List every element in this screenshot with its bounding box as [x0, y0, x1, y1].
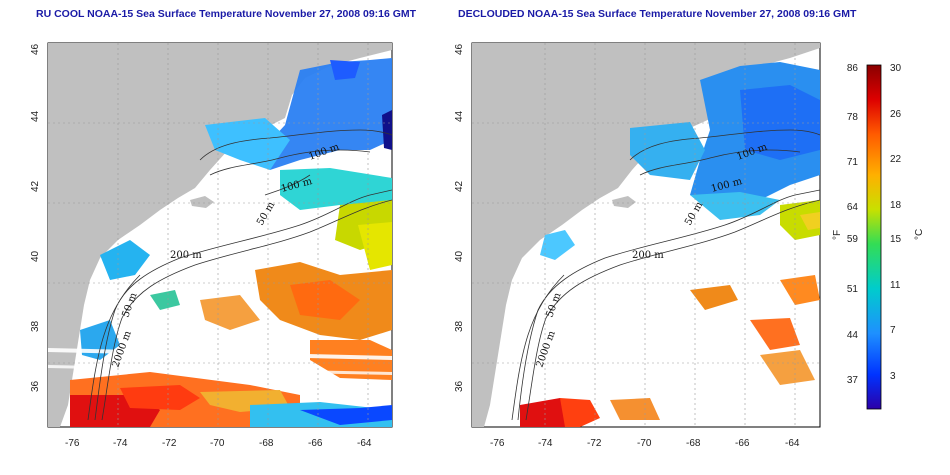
colorbar-fahrenheit-labels: 86 78 71 64 59 51 44 37 — [847, 63, 859, 386]
lon-tick: -68 — [259, 438, 274, 449]
c-label: 26 — [890, 109, 902, 120]
lon-tick: -64 — [785, 438, 800, 449]
lat-tick: 40 — [30, 250, 41, 262]
lon-tick: -64 — [357, 438, 372, 449]
c-label: 11 — [890, 280, 901, 291]
right-map-title: DECLOUDED NOAA-15 Sea Surface Temperatur… — [458, 8, 857, 20]
f-label: 71 — [847, 157, 859, 168]
bathymetry-contours — [511, 129, 820, 421]
lon-tick: -66 — [735, 438, 750, 449]
c-label: 3 — [890, 371, 896, 382]
contour-label-200m-left: 200 m — [170, 250, 202, 261]
lat-tick: 36 — [30, 380, 41, 392]
f-label: 86 — [847, 63, 859, 74]
left-map: 200 m 50 m 100 m 100 m 50 m 2000 m 36 38… — [30, 42, 393, 449]
fahrenheit-unit-label: °F — [832, 230, 843, 240]
right-map: 200 m 50 m 100 m 100 m 50 m 2000 m 36 38… — [454, 42, 821, 449]
bathymetry-contours — [87, 129, 392, 421]
lon-tick: -74 — [538, 438, 553, 449]
temperature-colorbar: 86 78 71 64 59 51 44 37 30 26 22 18 15 1… — [832, 63, 925, 410]
lon-tick: -72 — [162, 438, 177, 449]
contour-label-200m-right: 200 m — [632, 250, 664, 261]
lat-tick: 46 — [454, 43, 465, 55]
right-lat-axis: 36 38 40 42 44 46 — [454, 43, 465, 392]
land-mass — [48, 43, 392, 427]
f-label: 78 — [847, 112, 859, 123]
f-label: 37 — [847, 375, 859, 386]
right-lon-axis: -76 -74 -72 -70 -68 -66 -64 — [490, 438, 800, 449]
lon-tick: -76 — [65, 438, 80, 449]
lon-tick: -76 — [490, 438, 505, 449]
colorbar-gradient — [866, 64, 882, 410]
c-label: 22 — [890, 154, 902, 165]
f-label: 51 — [847, 284, 859, 295]
lat-tick: 38 — [30, 320, 41, 332]
left-lat-axis: 36 38 40 42 44 46 — [30, 43, 41, 392]
lat-tick: 42 — [30, 180, 41, 192]
c-label: 30 — [890, 63, 902, 74]
lat-tick: 38 — [454, 320, 465, 332]
f-label: 44 — [847, 330, 859, 341]
left-map-title: RU COOL NOAA-15 Sea Surface Temperature … — [36, 8, 417, 20]
lon-tick: -70 — [637, 438, 652, 449]
f-label: 59 — [847, 234, 859, 245]
lat-tick: 44 — [454, 110, 465, 122]
land-mass — [472, 43, 820, 427]
lon-tick: -70 — [210, 438, 225, 449]
f-label: 64 — [847, 202, 859, 213]
celsius-unit-label: °C — [914, 229, 925, 240]
lon-tick: -66 — [308, 438, 323, 449]
lat-tick: 40 — [454, 250, 465, 262]
colorbar-celsius-labels: 30 26 22 18 15 11 7 3 — [890, 63, 902, 382]
c-label: 18 — [890, 200, 902, 211]
lat-tick: 42 — [454, 180, 465, 192]
left-lon-axis: -76 -74 -72 -70 -68 -66 -64 — [65, 438, 372, 449]
coastal-cold-water — [262, 58, 392, 170]
lat-tick: 44 — [30, 110, 41, 122]
c-label: 7 — [890, 325, 896, 336]
c-label: 15 — [890, 234, 902, 245]
lon-tick: -68 — [686, 438, 701, 449]
lat-tick: 36 — [454, 380, 465, 392]
lat-tick: 46 — [30, 43, 41, 55]
lon-tick: -74 — [113, 438, 128, 449]
lon-tick: -72 — [587, 438, 602, 449]
